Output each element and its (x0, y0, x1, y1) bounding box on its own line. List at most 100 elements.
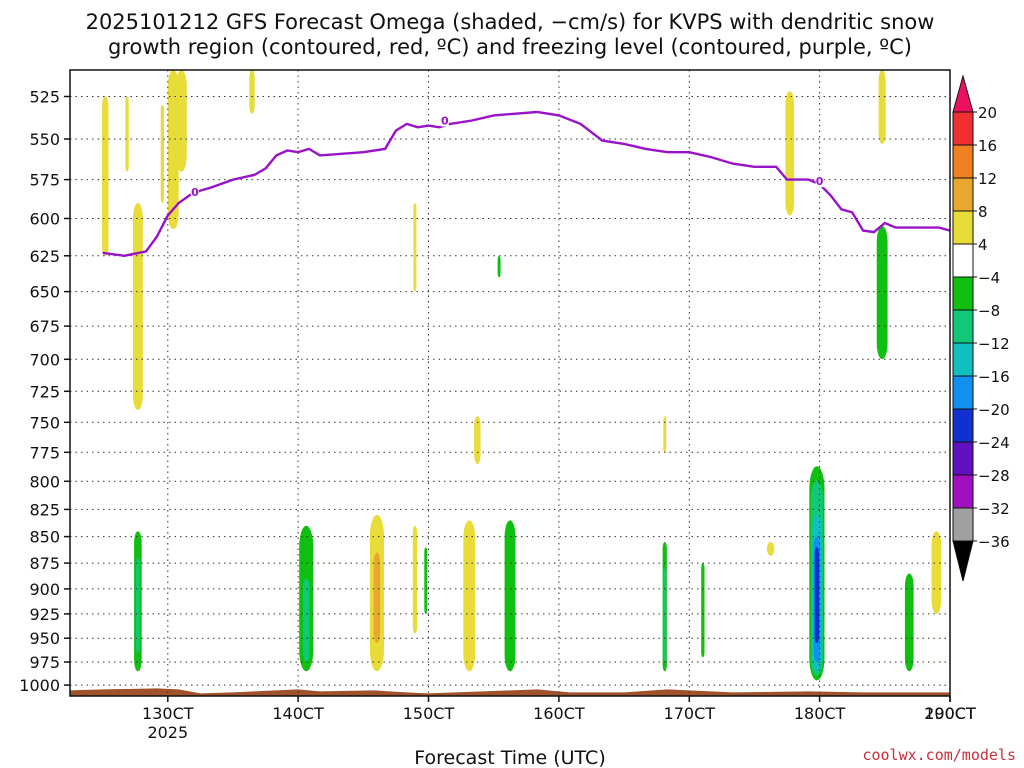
plot-frame (69, 69, 951, 697)
y-tick-label: 1000 (19, 676, 60, 695)
omega-region (904, 573, 914, 672)
freezing-label-bg (440, 113, 449, 127)
freezing-label-bg (190, 185, 199, 199)
y-tick-label: 850 (29, 528, 60, 547)
colorbar-tick-label: 16 (978, 137, 997, 155)
y-tick-label: 800 (29, 472, 60, 491)
colorbar-box (952, 210, 974, 245)
omega-region (876, 226, 888, 360)
colorbar-tick-label: −36 (978, 533, 1010, 551)
terrain-layer (70, 688, 950, 696)
title-line-2: growth region (contoured, red, ºC) and f… (108, 35, 912, 59)
colorbar-box (952, 177, 974, 212)
colorbar-top-arrow (952, 74, 974, 113)
y-tick-label: 550 (29, 130, 60, 149)
y-tick-label: 600 (29, 210, 60, 229)
freezing-level-line (102, 110, 950, 258)
y-tick-label: 975 (29, 653, 60, 672)
credit-text[interactable]: coolwx.com/models (862, 746, 1016, 764)
omega-region (160, 105, 164, 204)
x-tick-label: 170CT (664, 704, 716, 723)
omega-region (766, 542, 775, 556)
freezing-level-label: 0 (441, 115, 449, 128)
colorbar-box (952, 111, 974, 146)
colorbar: 20 16 12 8 4 −4 −8 −12 −16 −20 −24 −28 −32 −36 (952, 74, 1010, 582)
title-line-1: 2025101212 GFS Forecast Omega (shaded, −… (86, 10, 935, 34)
y-tick-label: 725 (29, 382, 60, 401)
omega-region (102, 96, 109, 256)
omega-region (136, 557, 140, 653)
colorbar-box (952, 342, 974, 377)
freezing-level-label: 0 (191, 186, 199, 199)
omega-region (663, 568, 667, 662)
omega-region (1016, 470, 1020, 558)
x-tick-label: 140CT (272, 704, 324, 723)
y-tick-label: 750 (29, 413, 60, 432)
omega-region (497, 255, 501, 278)
omega-region (474, 416, 481, 464)
title: 2025101212 GFS Forecast Omega (shaded, −… (86, 10, 935, 59)
y-tick-label: 625 (29, 247, 60, 266)
colorbar-tick-label: −16 (978, 368, 1010, 386)
omega-region (504, 520, 516, 672)
omega-region (1003, 208, 1011, 278)
freezing-label-bg (815, 174, 824, 188)
omega-region (701, 563, 705, 658)
y-tick-label: 875 (29, 554, 60, 573)
y-tick-label: 900 (29, 580, 60, 599)
colorbar-box (952, 309, 974, 344)
x-tick-label: 150CT (403, 704, 455, 723)
y-tick-label: 650 (29, 283, 60, 302)
colorbar-box (952, 441, 974, 476)
omega-region (412, 525, 418, 634)
colorbar-tick-label: −28 (978, 467, 1010, 485)
colorbar-box (952, 276, 974, 311)
y-tick-label: 775 (29, 443, 60, 462)
x-tick-sublabel: 2025 (147, 723, 188, 742)
y-axis: 525 550 575 600 625 650 675 700 725 750 775 800 825 8… (19, 88, 70, 695)
colorbar-tick-label: −32 (978, 500, 1010, 518)
omega-region (424, 547, 428, 614)
x-axis-label: Forecast Time (UTC) (414, 747, 605, 768)
colorbar-bottom-arrow (952, 540, 974, 582)
omega-region (413, 203, 417, 292)
y-tick-label: 675 (29, 317, 60, 336)
colorbar-box (952, 144, 974, 179)
y-tick-label: 575 (29, 171, 60, 190)
plot-border (69, 69, 951, 697)
y-tick-label: 525 (29, 88, 60, 107)
colorbar-tick-label: −8 (978, 302, 1000, 320)
freezing-level-label: 0 (816, 175, 824, 188)
omega-region (463, 520, 476, 672)
grid (70, 70, 951, 696)
omega-region (931, 531, 942, 614)
colorbar-tick-label: 20 (978, 104, 997, 122)
colorbar-box (952, 408, 974, 443)
omega-region (785, 91, 795, 216)
colorbar-box (952, 474, 974, 509)
y-tick-label: 950 (29, 629, 60, 648)
x-tick-label: 160CT (533, 704, 585, 723)
omega-region (373, 552, 381, 643)
colorbar-tick-label: −20 (978, 401, 1010, 419)
omega-region (663, 416, 667, 453)
colorbar-box (952, 507, 974, 542)
omega-region (1015, 70, 1020, 114)
y-tick-label: 825 (29, 500, 60, 519)
omega-region (175, 70, 187, 172)
omega-region (878, 70, 886, 144)
colorbar-tick-label: 8 (978, 203, 988, 221)
omega-region (303, 578, 310, 662)
colorbar-box (952, 375, 974, 410)
colorbar-tick-label: −12 (978, 335, 1010, 353)
x-tick-label: 190CT (924, 704, 976, 723)
colorbar-tick-label: 4 (978, 236, 988, 254)
y-tick-label: 700 (29, 350, 60, 369)
colorbar-box (952, 243, 974, 278)
x-tick-label: 180CT (794, 704, 846, 723)
omega-region (133, 203, 143, 410)
colorbar-tick-label: −4 (978, 269, 1000, 287)
